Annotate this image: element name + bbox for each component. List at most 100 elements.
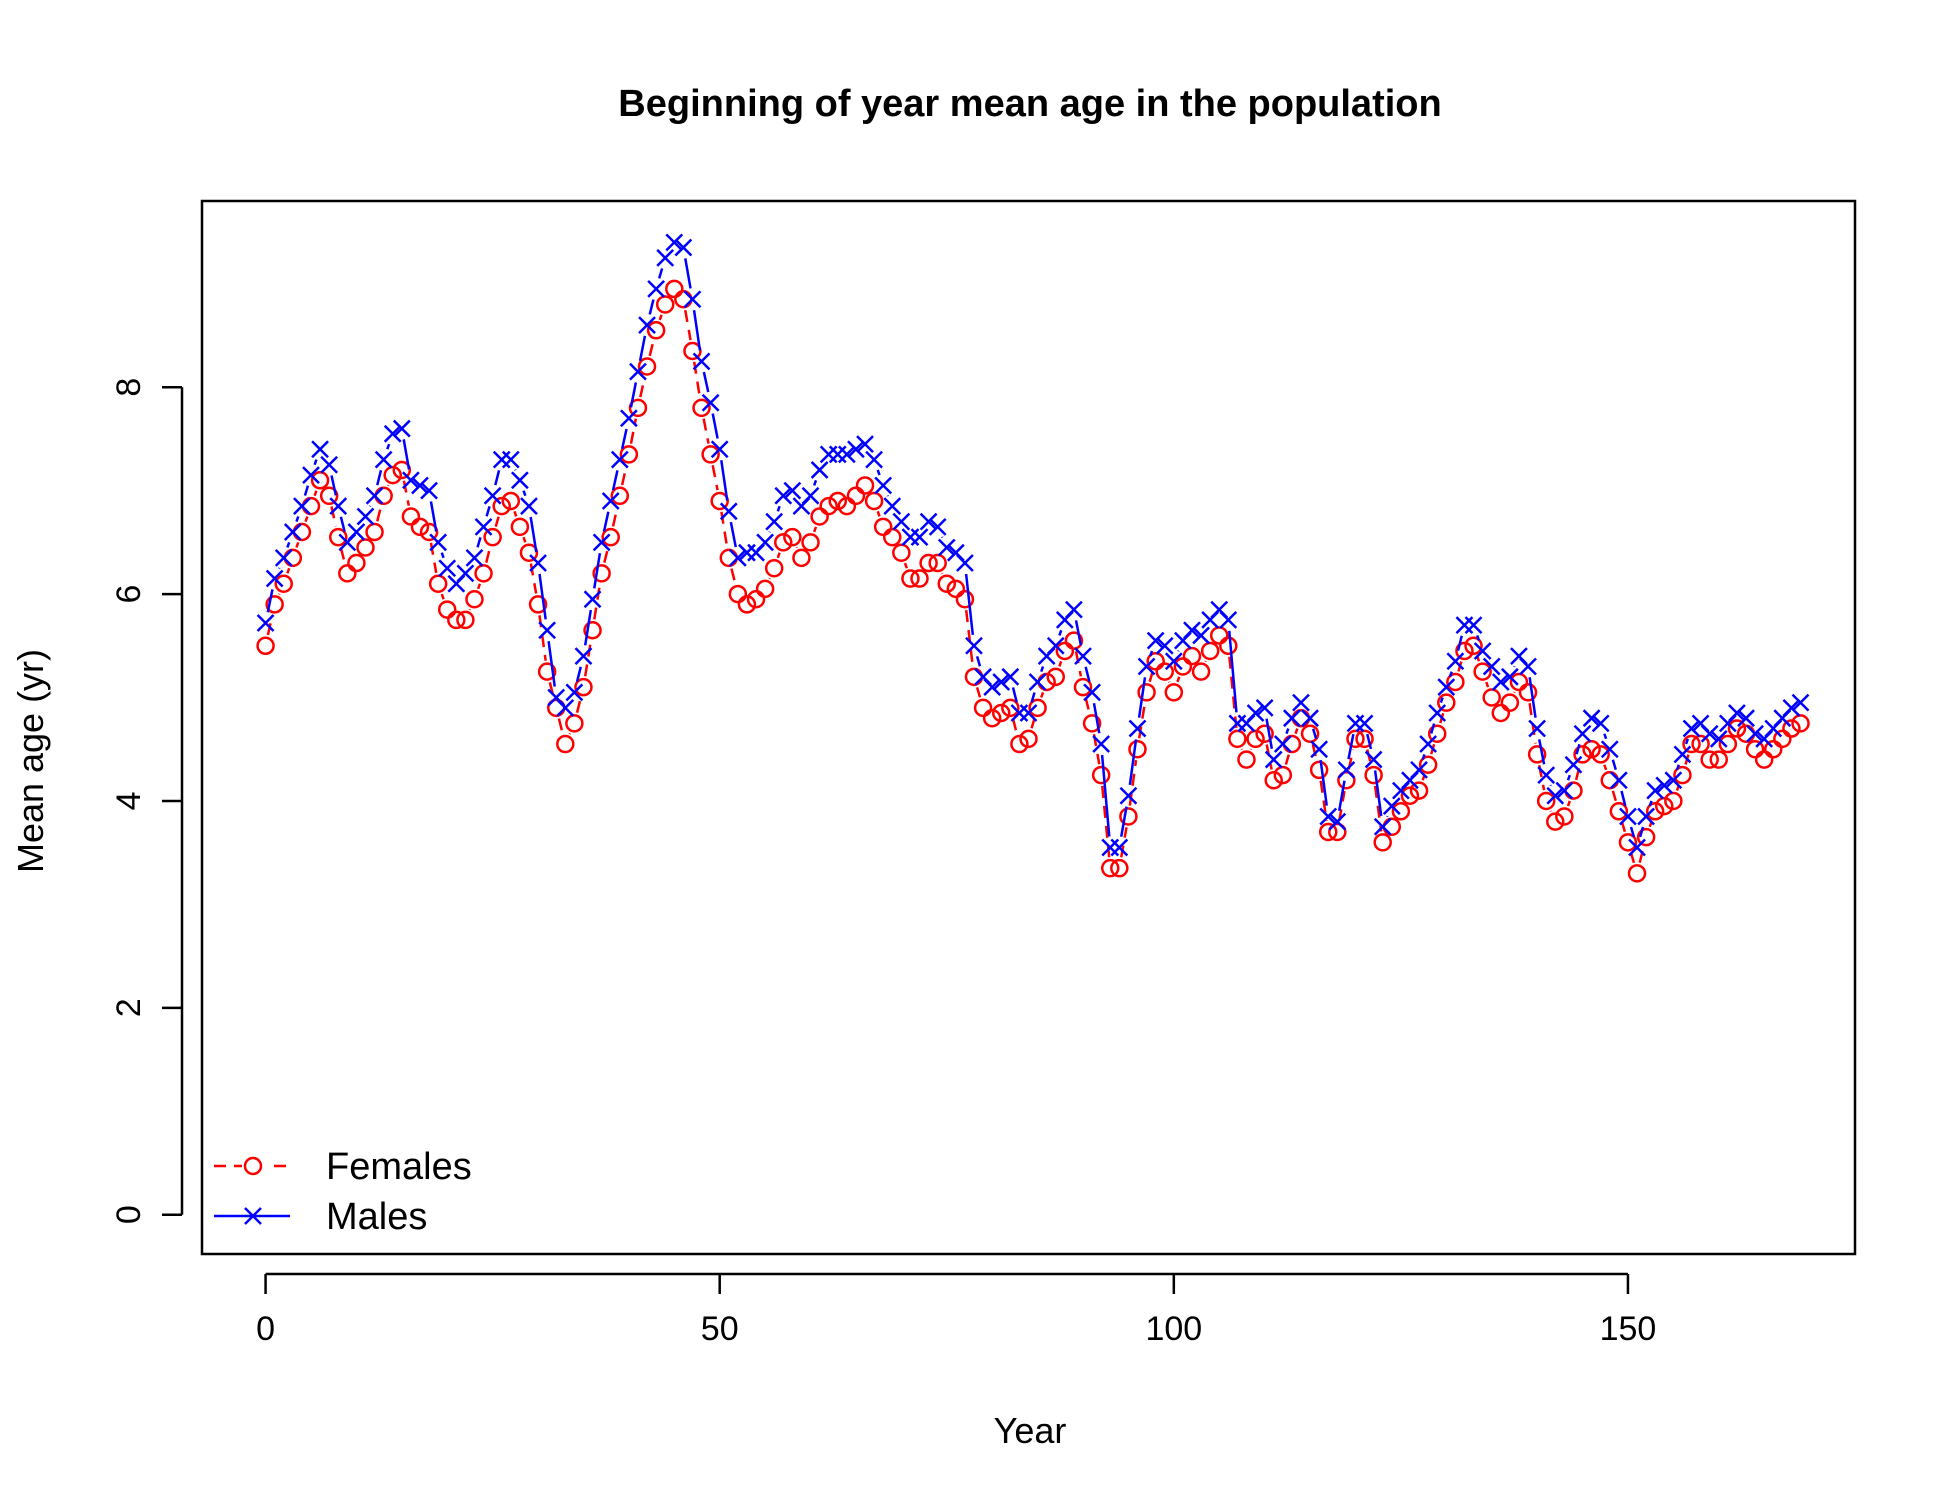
line-segment-males — [1084, 666, 1091, 682]
line-segment-males — [629, 382, 638, 408]
point-males — [1519, 657, 1537, 676]
point-males — [1164, 652, 1183, 671]
line-segment-males — [1119, 806, 1128, 837]
point-females — [946, 579, 966, 599]
line-segment-females — [975, 687, 982, 698]
line-segment-males — [1537, 739, 1546, 765]
point-females — [619, 445, 639, 464]
line-segment-females — [812, 526, 818, 533]
line-segment-females — [575, 697, 582, 713]
point-males — [1364, 750, 1383, 769]
line-segment-males — [776, 505, 781, 512]
point-males — [1673, 745, 1692, 764]
point-females — [792, 548, 811, 568]
line-segment-males — [1092, 702, 1101, 734]
line-segment-females — [1603, 764, 1608, 771]
legend-item-males: Males — [214, 1196, 427, 1238]
point-females — [1791, 714, 1810, 733]
line-segment-females — [1284, 754, 1290, 765]
point-females — [846, 486, 866, 506]
point-females — [1264, 771, 1283, 790]
point-males — [1028, 673, 1047, 691]
point-females — [1745, 739, 1765, 759]
line-segment-males — [313, 459, 318, 466]
point-males — [1555, 781, 1574, 800]
line-segment-females — [1058, 660, 1063, 667]
point-females — [737, 595, 757, 614]
point-females — [1137, 683, 1156, 702]
point-females — [801, 533, 820, 552]
line-segment-females — [1611, 790, 1617, 802]
point-females — [601, 527, 620, 547]
line-segment-females — [711, 464, 719, 491]
point-males — [601, 492, 620, 510]
line-segment-males — [1347, 733, 1355, 760]
plot-frame — [200, 199, 1857, 1256]
line-segment-males — [1058, 629, 1063, 636]
line-segment-females — [658, 314, 663, 321]
point-males — [647, 280, 666, 298]
point-males — [1183, 621, 1201, 640]
x-axis-label: Year — [994, 1410, 1067, 1451]
point-males — [983, 678, 1002, 697]
point-females — [1437, 693, 1456, 712]
point-females — [646, 321, 666, 340]
point-females — [1700, 750, 1719, 769]
line-segment-males — [286, 541, 291, 548]
point-males — [1419, 735, 1438, 753]
point-males — [574, 647, 593, 666]
point-females — [1246, 729, 1265, 749]
point-females — [655, 295, 675, 314]
point-females — [565, 714, 584, 733]
point-females — [1491, 703, 1511, 723]
point-males — [538, 621, 557, 640]
point-males — [1482, 657, 1501, 676]
point-females — [764, 558, 784, 578]
point-females — [628, 398, 648, 418]
point-males — [610, 450, 629, 469]
point-males — [429, 533, 448, 552]
y-tick-label: 2 — [110, 998, 148, 1017]
point-females — [492, 496, 511, 516]
line-segment-females — [730, 568, 737, 584]
point-males — [1464, 616, 1483, 634]
point-males — [1564, 755, 1583, 774]
point-males — [583, 590, 602, 609]
line-segment-males — [1137, 677, 1147, 718]
point-females — [1645, 802, 1665, 821]
point-females — [1300, 724, 1320, 743]
point-females — [537, 662, 557, 681]
point-males — [1728, 704, 1746, 722]
point-males — [1065, 600, 1083, 619]
line-segment-males — [638, 335, 647, 362]
point-females — [864, 491, 884, 511]
point-females — [710, 491, 729, 511]
point-males — [638, 316, 656, 335]
point-males — [1382, 797, 1401, 815]
point-males — [256, 614, 275, 632]
point-females — [1673, 765, 1692, 785]
point-females — [428, 574, 448, 593]
line-segment-females — [1084, 697, 1091, 713]
line-segment-males — [476, 537, 482, 548]
point-males — [1273, 735, 1292, 753]
point-females — [1464, 636, 1483, 656]
line-segment-males — [386, 443, 391, 450]
point-females — [1691, 734, 1710, 754]
legend-marker-males — [244, 1207, 262, 1225]
line-segment-males — [658, 268, 664, 279]
point-males — [1110, 838, 1129, 857]
line-segment-males — [1430, 723, 1436, 734]
point-females — [574, 677, 593, 697]
line-segment-males — [1456, 635, 1463, 651]
point-males — [1446, 652, 1465, 671]
line-segment-males — [330, 475, 338, 496]
point-females — [774, 533, 793, 552]
point-males — [1782, 698, 1801, 717]
line-segment-females — [1228, 656, 1238, 729]
point-males — [665, 233, 684, 252]
point-males — [1246, 704, 1265, 722]
point-males — [883, 497, 902, 516]
point-males — [1573, 724, 1592, 743]
point-females — [1046, 667, 1065, 687]
